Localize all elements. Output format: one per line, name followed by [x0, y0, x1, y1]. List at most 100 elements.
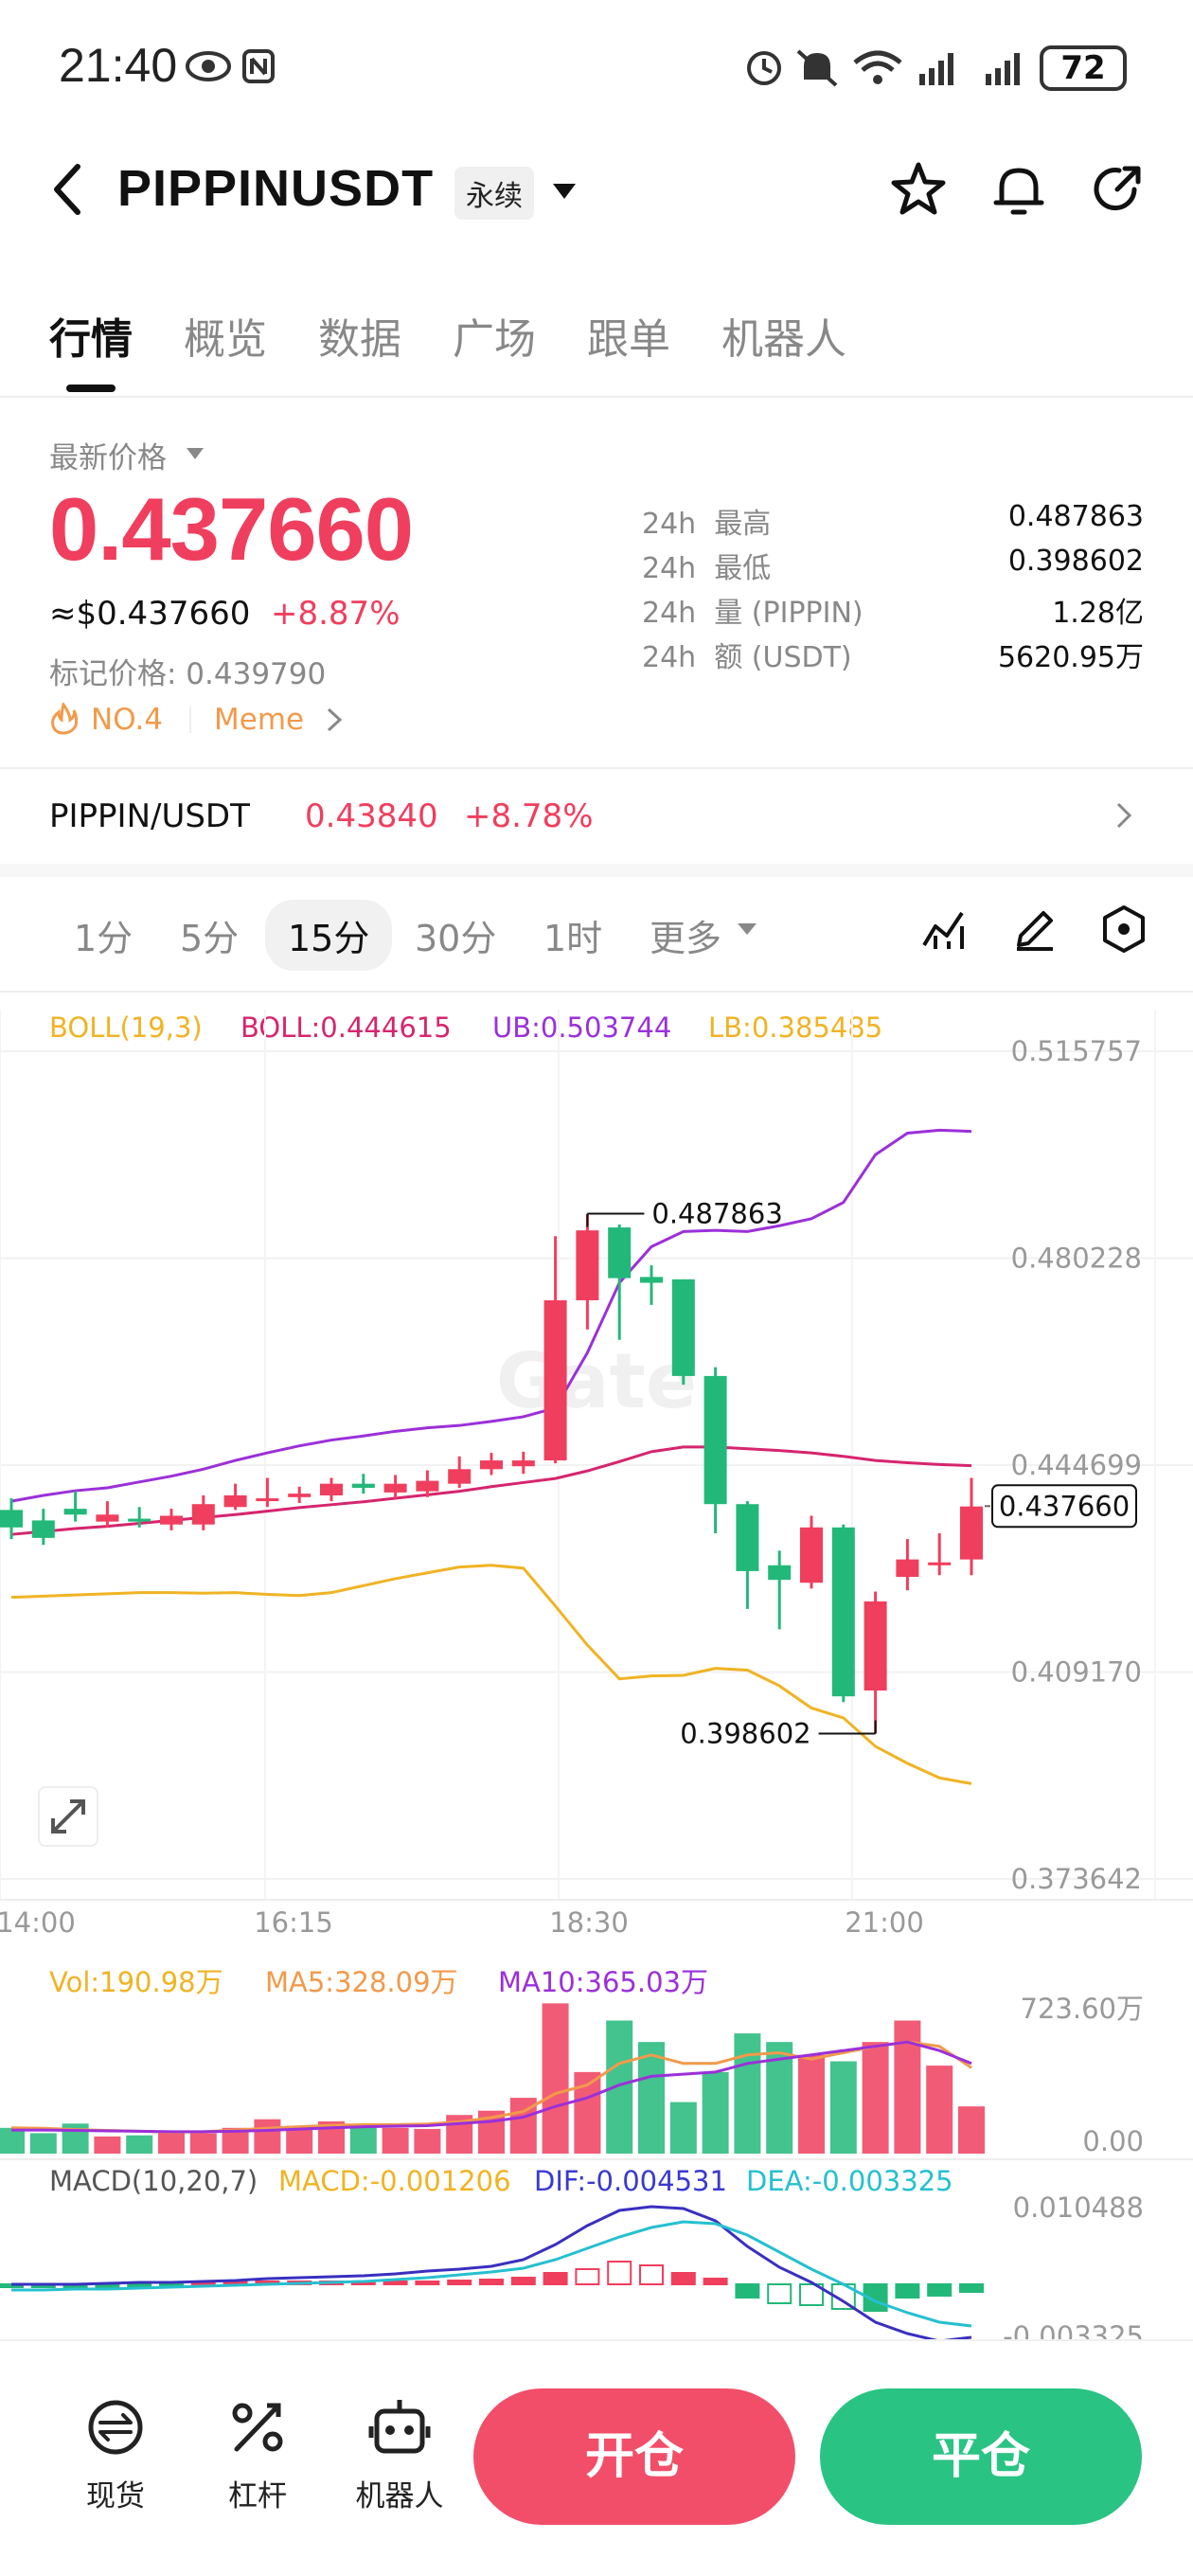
- fullscreen-button[interactable]: [38, 1786, 98, 1847]
- chevron-right-icon: [1116, 802, 1132, 829]
- tab-bot[interactable]: 机器人: [721, 315, 846, 364]
- volume-bar: [829, 2061, 857, 2154]
- timeframe-1m[interactable]: 1分: [74, 918, 134, 959]
- tab-copy-trade[interactable]: 跟单: [587, 315, 670, 364]
- stat-value-high: 0.487863: [1007, 500, 1144, 533]
- candle-body: [928, 1562, 952, 1565]
- boll-ub-value: UB:0.503744: [492, 1011, 672, 1044]
- candle-body: [576, 1230, 599, 1300]
- divider: [0, 396, 1193, 398]
- spot-icon: [88, 2400, 143, 2455]
- caret-down-icon[interactable]: [186, 447, 205, 460]
- y-tick-label: 0.480228: [1011, 1243, 1142, 1275]
- tab-square[interactable]: 广场: [453, 315, 536, 364]
- chevron-right-icon[interactable]: [326, 707, 343, 733]
- nfc-icon: [242, 49, 275, 83]
- spot-pair-row[interactable]: PIPPIN/USDT 0.43840 +8.78%: [0, 769, 1193, 864]
- macd-panel: [0, 2205, 984, 2339]
- macd-bar: [479, 2279, 504, 2285]
- settings-hex-icon[interactable]: [1098, 903, 1149, 955]
- tab-market[interactable]: 行情: [49, 315, 133, 364]
- macd-value: MACD:-0.001206: [278, 2165, 511, 2197]
- signal-icon: [919, 53, 953, 85]
- candle-body: [831, 1527, 855, 1697]
- candle-body: [768, 1565, 792, 1581]
- last-price: 0.437660: [49, 479, 414, 579]
- rank-badge[interactable]: NO.4: [91, 703, 163, 737]
- candle-body: [160, 1515, 183, 1525]
- timeframe-5m[interactable]: 5分: [180, 918, 240, 959]
- macd-bar: [510, 2277, 536, 2285]
- macd-bar: [543, 2272, 568, 2285]
- volume-bar: [958, 2106, 985, 2154]
- y-tick-label: 0.515757: [1011, 1035, 1142, 1067]
- stat-label-turnover: 24h 额 (USDT): [642, 641, 852, 674]
- candle-body: [511, 1460, 535, 1467]
- current-price-tag: [991, 1484, 1137, 1529]
- nav-leverage-label: 杠杆: [228, 2479, 287, 2513]
- symbol-title[interactable]: PIPPINUSDT: [117, 160, 435, 217]
- candle-body: [640, 1277, 663, 1283]
- volume-bar: [158, 2131, 185, 2154]
- nav-spot-label: 现货: [86, 2479, 145, 2513]
- volume-bar: [862, 2042, 889, 2154]
- fire-icon: [51, 703, 78, 735]
- indicator-icon[interactable]: [920, 905, 968, 953]
- symbol-dropdown-icon[interactable]: [551, 182, 578, 201]
- high-price-annotation: 0.487863: [651, 1198, 782, 1230]
- nav-spot[interactable]: 现货: [59, 2396, 172, 2514]
- macd-dea-line: [11, 2220, 972, 2328]
- spot-price: 0.43840: [305, 797, 438, 835]
- macd-dea: DEA:-0.003325: [746, 2165, 953, 2197]
- candle-body: [480, 1460, 503, 1470]
- draw-pen-icon[interactable]: [1011, 905, 1059, 953]
- signal-icon-2: [986, 53, 1020, 85]
- bell-icon[interactable]: [990, 161, 1047, 218]
- tab-data[interactable]: 数据: [318, 315, 401, 364]
- nav-bot[interactable]: 机器人: [343, 2396, 456, 2514]
- macd-bar: [415, 2281, 440, 2285]
- candle-body: [223, 1494, 247, 1508]
- leverage-icon: [232, 2403, 283, 2452]
- stat-label-low: 24h 最低: [642, 552, 772, 585]
- divider: [189, 707, 191, 733]
- price-change: +8.87%: [271, 595, 401, 633]
- timeframe-30m[interactable]: 30分: [415, 918, 497, 959]
- candle-body: [671, 1279, 695, 1376]
- tab-overview[interactable]: 概览: [184, 315, 267, 364]
- candle-body: [191, 1504, 215, 1525]
- favorite-star-icon[interactable]: [890, 161, 947, 218]
- volume-bar: [349, 2125, 377, 2154]
- boll-params: BOLL(19,3): [49, 1011, 203, 1044]
- y-tick-label: 0.373642: [1011, 1863, 1142, 1895]
- timeframe-1h[interactable]: 1时: [543, 918, 603, 959]
- spot-change: +8.78%: [464, 797, 594, 835]
- open-position-button[interactable]: 开仓: [473, 2388, 795, 2525]
- status-bar: 21:40 72: [0, 0, 1193, 133]
- robot-icon: [368, 2400, 431, 2454]
- divider: [0, 991, 1193, 993]
- share-icon[interactable]: [1089, 161, 1146, 218]
- watermark: Gate: [496, 1337, 697, 1425]
- category-badge[interactable]: Meme: [214, 703, 305, 737]
- x-tick-label: 21:00: [845, 1906, 924, 1939]
- close-position-button[interactable]: 平仓: [820, 2388, 1142, 2525]
- nav-bot-label: 机器人: [355, 2479, 444, 2513]
- candle-body: [448, 1469, 472, 1484]
- nav-leverage[interactable]: 杠杆: [201, 2396, 314, 2514]
- y-tick-label: 0.444699: [1011, 1449, 1142, 1481]
- contract-tag[interactable]: 永续: [454, 167, 534, 220]
- candle-body: [383, 1483, 407, 1493]
- kline-chart[interactable]: Gate 0.515757 0.480228 0.444699 0.409170 0.3…: [0, 991, 1193, 2339]
- latest-price-label[interactable]: 最新价格: [49, 441, 167, 475]
- macd-bar: [799, 2283, 824, 2306]
- macd-params: MACD(10,20,7): [49, 2165, 258, 2197]
- timeframe-more[interactable]: 更多: [650, 918, 722, 959]
- caret-down-icon[interactable]: [737, 922, 757, 936]
- candles: [0, 1213, 983, 1734]
- volume-bar: [126, 2135, 153, 2154]
- back-arrow-icon[interactable]: [49, 161, 87, 218]
- candle-body: [128, 1518, 151, 1522]
- expand-icon: [51, 1799, 85, 1834]
- timeframe-15m[interactable]: 15分: [265, 900, 393, 971]
